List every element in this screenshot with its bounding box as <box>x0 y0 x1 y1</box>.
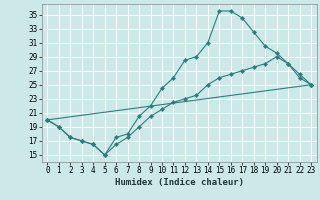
X-axis label: Humidex (Indice chaleur): Humidex (Indice chaleur) <box>115 178 244 187</box>
